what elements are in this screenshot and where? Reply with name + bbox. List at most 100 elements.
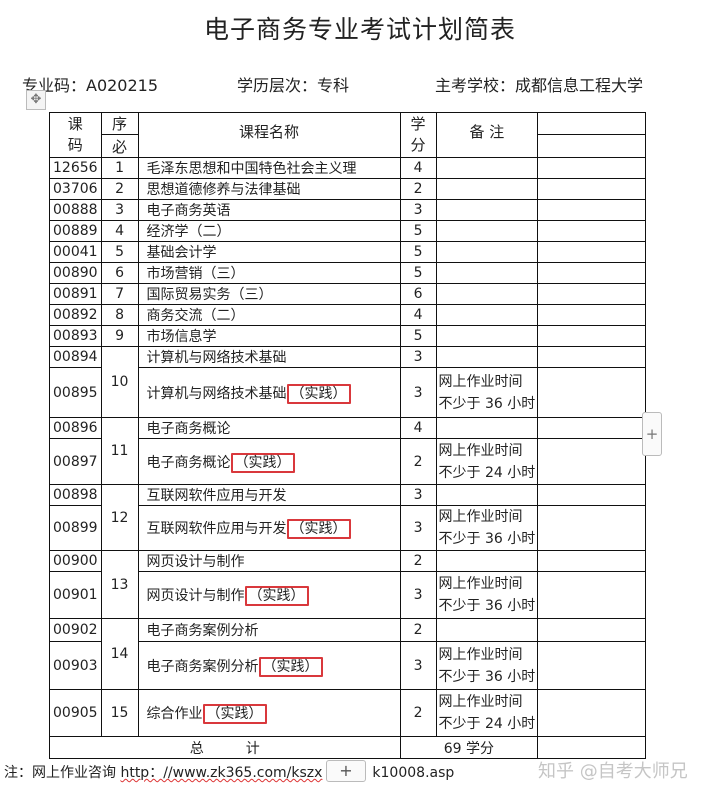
table-row: 00889 4 经济学（二） 5: [49, 220, 647, 242]
credit: 4: [399, 157, 437, 179]
note-cell: 网上作业时间 不少于 36 小时: [435, 367, 539, 418]
course-name: 网页设计与制作: [137, 550, 401, 572]
practice-tag: （实践）: [286, 519, 351, 539]
total-row: 总 计 69 学分: [49, 736, 647, 759]
extra-cell: [537, 262, 647, 284]
course-name: 计算机与网络技术基础 （实践）: [137, 367, 401, 418]
course-code: 00905: [49, 689, 102, 737]
note-cell: [435, 325, 539, 347]
add-column-button[interactable]: +: [642, 412, 662, 456]
course-code: 00041: [49, 241, 102, 263]
add-row-button[interactable]: +: [326, 760, 366, 782]
note-cell: [435, 262, 539, 284]
sequence: 7: [100, 283, 139, 305]
extra-cell: [537, 367, 647, 418]
table-row: 03706 2 思想道德修养与法律基础 2: [49, 178, 647, 200]
course-name: 电子商务案例分析: [137, 618, 401, 642]
note-cell: [435, 283, 539, 305]
credit: 2: [399, 618, 437, 642]
note-cell: 网上作业时间 不少于 36 小时: [435, 505, 539, 551]
course-code: 00890: [49, 262, 102, 284]
course-code: 00900: [49, 550, 102, 572]
course-code: 00902: [49, 618, 102, 642]
footer-prefix: 注：网上作业咨询: [4, 765, 121, 781]
footer-url-start[interactable]: http：//www.zk365.com/kszx: [120, 765, 323, 781]
table-move-handle-icon[interactable]: ✥: [26, 90, 46, 110]
course-name-text: 思想道德修养与法律基础: [146, 182, 301, 198]
extra-cell: [537, 346, 647, 368]
table-header-row: 课 码 序 课程名称 学 分 备 注: [49, 112, 647, 158]
extra-cell: [537, 325, 647, 347]
course-name-text: 电子商务概论: [146, 454, 231, 471]
course-code: 00899: [49, 505, 102, 551]
extra-cell: [537, 550, 647, 572]
course-name-text: 国际贸易实务（三）: [146, 287, 273, 303]
course-name-text: 商务交流（二）: [146, 308, 245, 324]
practice-tag: （实践）: [244, 586, 309, 606]
credit: 3: [399, 199, 437, 221]
header-credit: 学 分: [399, 112, 437, 158]
footer-url-end[interactable]: k10008.asp: [372, 765, 455, 781]
course-name-text: 互联网软件应用与开发: [146, 521, 287, 537]
table-row: 00905 15 综合作业 （实践） 2 网上作业时间 不少于 24 小时: [49, 689, 647, 737]
extra-cell: [537, 134, 647, 158]
course-name: 电子商务案例分析 （实践）: [137, 641, 401, 690]
note-cell: [435, 417, 539, 439]
sequence: 11: [100, 417, 139, 485]
course-name-text: 计算机与网络技术基础: [146, 350, 287, 366]
note-line: 网上作业时间: [438, 442, 523, 459]
extra-cell: [537, 199, 647, 221]
credit: 5: [399, 325, 437, 347]
sequence: 15: [100, 689, 139, 737]
table-row: 00898 12 互联网软件应用与开发 3: [49, 484, 647, 551]
table-row: 00892 8 商务交流（二） 4: [49, 304, 647, 326]
credit: 2: [399, 178, 437, 200]
note-cell: 网上作业时间 不少于 36 小时: [435, 571, 539, 619]
sequence: 9: [100, 325, 139, 347]
course-name-text: 互联网软件应用与开发: [146, 488, 287, 504]
practice-tag: （实践）: [230, 452, 295, 473]
note-line: 网上作业时间: [438, 646, 523, 663]
watermark: 知乎 @自考大师兄: [538, 761, 688, 782]
course-name: 思想道德修养与法律基础: [137, 178, 401, 200]
note-cell: [435, 618, 539, 642]
sequence: 4: [100, 220, 139, 242]
sequence: 14: [100, 618, 139, 690]
note-cell: [435, 550, 539, 572]
extra-cell: [537, 689, 647, 737]
course-code: 00898: [49, 484, 102, 506]
table-row: 00895 计算机与网络技术基础 （实践） 3 网上作业时间 不少于 36 小时: [49, 367, 647, 418]
practice-tag: （实践）: [286, 383, 351, 404]
course-code: 00889: [49, 220, 102, 242]
course-code: 00897: [49, 438, 102, 485]
course-name-text: 计算机与网络技术基础: [146, 385, 287, 402]
course-name: 互联网软件应用与开发: [137, 484, 401, 506]
table-row: 00902 14 电子商务案例分析 2: [49, 618, 647, 690]
course-name: 基础会计学: [137, 241, 401, 263]
note-line: 不少于 36 小时: [438, 598, 536, 614]
table-row: 00890 6 市场营销（三） 5: [49, 262, 647, 284]
extra-cell: [537, 438, 647, 485]
note-cell: [435, 484, 539, 506]
credit: 3: [399, 505, 437, 551]
note-cell: 网上作业时间 不少于 36 小时: [435, 641, 539, 690]
course-name-text: 电子商务案例分析: [146, 623, 259, 639]
course-code: 00893: [49, 325, 102, 347]
course-code: 00892: [49, 304, 102, 326]
course-code: 00888: [49, 199, 102, 221]
course-name-text: 基础会计学: [146, 245, 217, 261]
course-name-text: 经济学（二）: [146, 224, 231, 240]
table-row: 00896 11 电子商务概论 4: [49, 417, 647, 485]
course-name: 毛泽东思想和中国特色社会主义理: [137, 157, 401, 179]
extra-cell: [537, 283, 647, 305]
course-name-text: 综合作业: [146, 706, 203, 722]
sequence: 8: [100, 304, 139, 326]
extra-cell: [537, 484, 647, 506]
extra-cell: [537, 417, 647, 439]
note-cell: [435, 199, 539, 221]
note-cell: [435, 178, 539, 200]
note-line: 不少于 36 小时: [438, 531, 536, 547]
credit: 5: [399, 220, 437, 242]
extra-cell: [537, 736, 647, 759]
education-level: 学历层次：专科: [237, 76, 350, 95]
